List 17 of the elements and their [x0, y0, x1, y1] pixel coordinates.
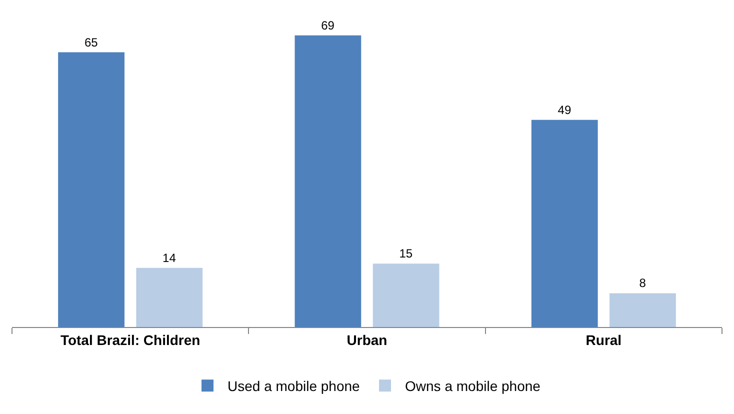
data-label: 15: [399, 246, 413, 261]
legend-label: Used a mobile phone: [228, 378, 360, 394]
data-label: 8: [639, 276, 646, 290]
data-label: 69: [321, 18, 335, 32]
bar: [58, 52, 124, 327]
x-tick-label: Urban: [346, 332, 388, 348]
bar: [136, 268, 203, 327]
data-label: 14: [162, 250, 176, 265]
legend-label: Owns a mobile phone: [405, 378, 541, 394]
bar: [610, 293, 676, 327]
bar: [531, 120, 598, 327]
x-tick-label: Total Brazil: Children: [60, 332, 200, 348]
bar: [372, 264, 440, 327]
data-label: 65: [84, 35, 98, 50]
x-tick-label: Rural: [586, 332, 622, 348]
data-label: 49: [558, 102, 572, 117]
bar: [294, 35, 362, 327]
